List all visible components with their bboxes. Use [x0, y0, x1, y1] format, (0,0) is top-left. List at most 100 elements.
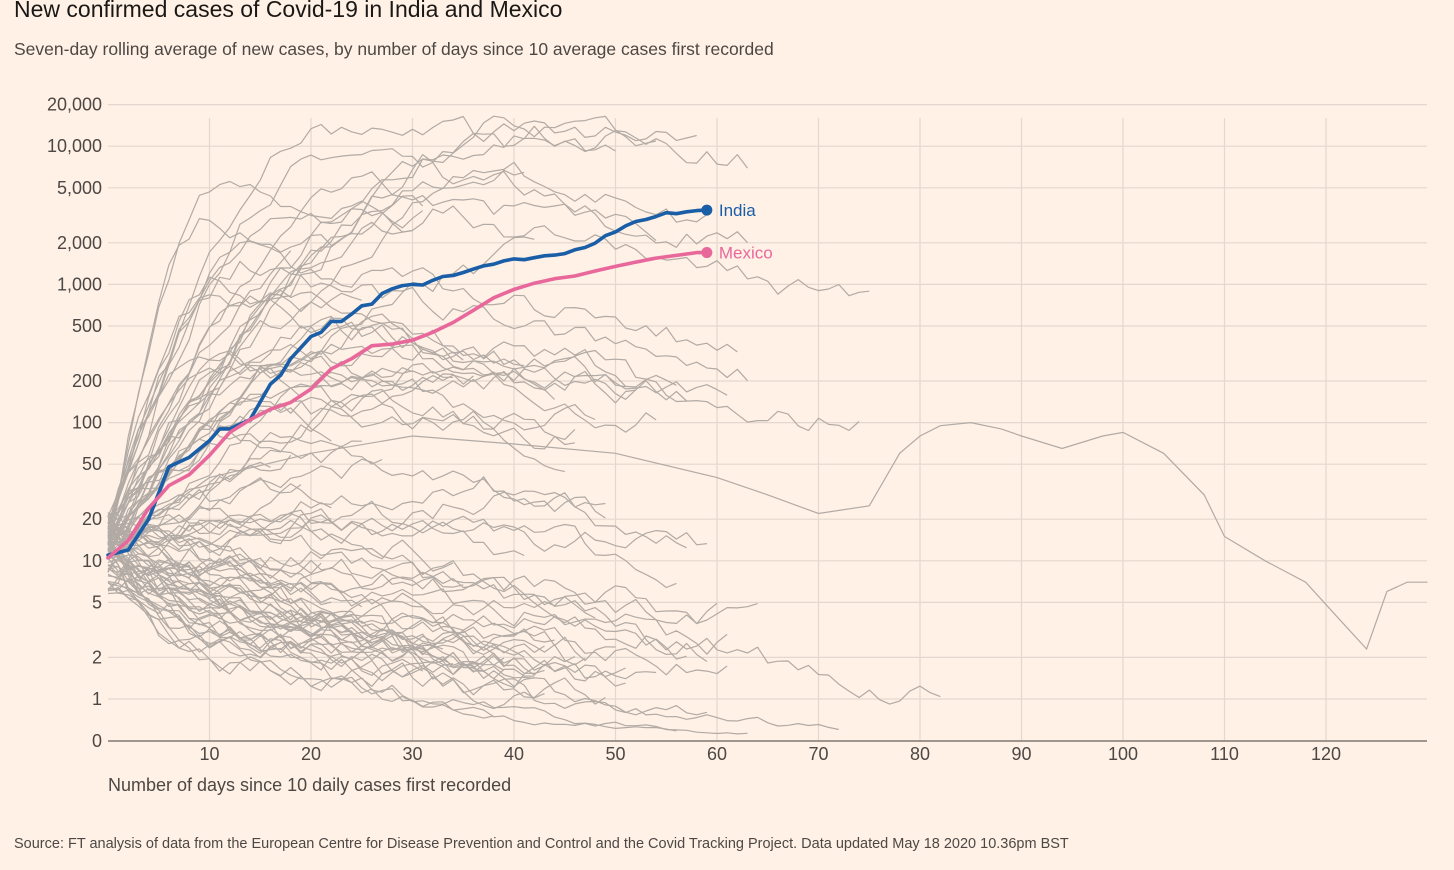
x-tick-label: 110 [1210, 744, 1239, 764]
background-series-line [107, 515, 555, 643]
background-series-line [107, 547, 596, 619]
x-tick-label: 70 [808, 744, 828, 764]
series-line-india [106, 208, 709, 557]
y-tick-label: 1 [92, 689, 102, 709]
background-series-line [107, 396, 576, 590]
background-series-line [107, 289, 677, 530]
y-tick-label: 5,000 [57, 178, 102, 198]
background-series-line [107, 514, 616, 662]
background-series-line [107, 125, 748, 533]
series-label-mexico: Mexico [719, 244, 773, 263]
background-series-line [107, 553, 464, 594]
y-tick-label: 20,000 [47, 95, 102, 115]
background-series-line [107, 514, 677, 589]
background-series-line [107, 581, 494, 719]
x-tick-label: 60 [707, 744, 727, 764]
y-tick-labels: 0 1 2 5 10 20 50 100 200 500 1,000 2,000 5,000 10,000… [47, 95, 102, 751]
series-label-india: India [719, 201, 756, 220]
background-series-line [107, 508, 525, 557]
series-line-mexico [106, 250, 709, 560]
background-series-line [107, 490, 606, 576]
y-tick-label: 5 [92, 592, 102, 612]
background-series-line [107, 540, 657, 689]
background-series-line [107, 421, 1428, 651]
background-series-line [107, 565, 728, 676]
background-series-line [107, 120, 697, 521]
x-tick-label: 120 [1311, 744, 1341, 764]
background-series-line [107, 563, 576, 667]
background-series-line [107, 559, 728, 655]
y-tick-label: 200 [72, 371, 102, 391]
x-tick-labels: 10 20 30 40 50 60 70 80 90 100 110 120 [199, 744, 1341, 764]
background-series-line [107, 350, 596, 534]
y-tick-label: 10 [82, 551, 102, 571]
chart-subtitle: Seven-day rolling average of new cases, … [14, 39, 774, 59]
background-series-line [107, 353, 556, 544]
background-series-line [107, 240, 738, 545]
y-tick-label: 2,000 [57, 233, 102, 253]
series-endpoint-mexico [701, 247, 713, 259]
highlight-series: India Mexico [106, 201, 773, 560]
background-series-line [107, 454, 292, 560]
background-series-line [107, 250, 292, 517]
background-series-line [107, 276, 362, 528]
y-tick-label: 10,000 [47, 136, 102, 156]
background-series-line [107, 205, 870, 558]
background-series-line [107, 365, 454, 551]
y-tick-label: 500 [72, 316, 102, 336]
background-series-line [107, 517, 707, 553]
chart-title: New confirmed cases of Covid-19 in India… [14, 0, 563, 22]
background-series-line [107, 537, 535, 679]
x-tick-label: 40 [504, 744, 524, 764]
background-series-line [107, 477, 302, 533]
x-axis-label: Number of days since 10 daily cases firs… [108, 775, 511, 795]
background-series-line [107, 180, 424, 560]
y-tick-label: 1,000 [57, 274, 102, 294]
background-series-line [107, 115, 616, 525]
background-series-line [107, 528, 708, 662]
background-series-line [107, 317, 636, 560]
x-tick-label: 30 [402, 744, 422, 764]
background-series-line [107, 586, 545, 654]
background-series-line [107, 343, 728, 572]
background-series-line [107, 553, 748, 735]
background-series-line [107, 528, 332, 606]
background-series-line [107, 574, 322, 631]
background-series-line [107, 476, 687, 549]
background-series-line [107, 373, 657, 560]
background-series-line [107, 260, 748, 534]
background-series-line [107, 218, 332, 559]
x-tick-label: 100 [1108, 744, 1138, 764]
background-series-line [107, 171, 748, 558]
x-tick-label: 10 [199, 744, 219, 764]
background-series-line [107, 512, 454, 572]
background-series-line [107, 516, 839, 731]
background-series-line [107, 539, 586, 666]
background-series-line [107, 587, 454, 678]
y-tick-label: 100 [72, 413, 102, 433]
background-series-line [107, 580, 342, 671]
x-tick-label: 20 [301, 744, 321, 764]
background-series-line [107, 400, 575, 559]
y-tick-label: 20 [82, 509, 102, 529]
y-tick-label: 2 [92, 647, 102, 667]
background-series-line [107, 573, 626, 682]
background-series-line [107, 543, 545, 710]
background-series-line [107, 526, 718, 625]
background-series-line [107, 208, 413, 540]
background-series-line [107, 115, 657, 538]
background-series-line [107, 531, 677, 732]
background-series-line [107, 520, 363, 608]
y-tick-label: 50 [82, 454, 102, 474]
x-tick-label: 50 [605, 744, 625, 764]
background-series-line [107, 501, 332, 537]
source-note: Source: FT analysis of data from the Eur… [14, 836, 1069, 852]
x-tick-label: 90 [1011, 744, 1031, 764]
background-series [107, 115, 1428, 735]
background-series-line [107, 161, 708, 573]
background-series-line [107, 567, 352, 633]
background-series-line [107, 356, 626, 591]
x-tick-label: 80 [910, 744, 930, 764]
background-series-line [107, 547, 626, 687]
